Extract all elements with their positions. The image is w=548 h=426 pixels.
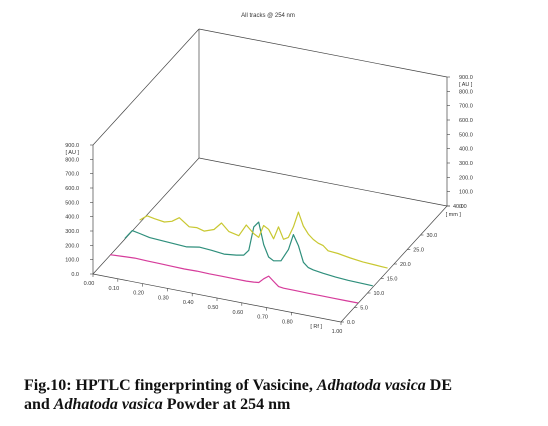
right-axis-tick-label: 900.0 bbox=[459, 75, 473, 81]
left-axis-tick-label: 500.0 bbox=[65, 200, 79, 206]
rf-axis-tick-label: 0.30 bbox=[158, 295, 169, 301]
track-line-1 bbox=[109, 254, 359, 304]
depth-axis-tick-label: 5.0 bbox=[360, 306, 368, 312]
track-line-2 bbox=[124, 221, 373, 287]
right-axis-tick-label: 0.0 bbox=[459, 204, 467, 210]
right-axis-tick-label: 200.0 bbox=[459, 175, 473, 181]
depth-axis-label: [ mm ] bbox=[446, 212, 462, 218]
right-axis-tick-label: 800.0 bbox=[459, 89, 473, 95]
left-axis-label: [ AU ] bbox=[66, 150, 80, 156]
left-axis-tick-label: 400.0 bbox=[65, 215, 79, 221]
depth-axis-tick-label: 40.0 bbox=[453, 204, 464, 210]
rf-axis-label: [ Rf ] bbox=[310, 324, 322, 330]
depth-axis-tick-label: 10.0 bbox=[374, 291, 385, 297]
left-y-axis: 0.0 100.0 200.0 300.0 400.0 500.0 600.0 700.0 80… bbox=[65, 143, 93, 278]
right-axis-tick-label: 400.0 bbox=[459, 147, 473, 153]
left-axis-tick-label: 900.0 bbox=[65, 143, 79, 149]
left-top-edge bbox=[92, 28, 200, 146]
track-line-3 bbox=[139, 211, 388, 269]
rf-axis-tick-label: 0.00 bbox=[84, 281, 95, 287]
chart-series bbox=[109, 211, 388, 304]
left-axis-tick-label: 600.0 bbox=[65, 186, 79, 192]
caption-line2-italic: Adhatoda vasica bbox=[53, 396, 163, 413]
depth-axis-tick-label: 20.0 bbox=[400, 262, 411, 268]
caption-line-2: and Adhatoda vasica Powder at 254 nm bbox=[24, 395, 540, 414]
chart-title: All tracks @ 254 nm bbox=[241, 13, 295, 19]
rf-axis-tick-label: 0.80 bbox=[282, 319, 293, 325]
rf-x-axis: 0.00 0.10 0.20 0.30 0.40 0.50 0.60 0.70 0.80 1.00… bbox=[84, 274, 343, 335]
chart-frame bbox=[92, 28, 448, 323]
rf-axis-tick-label: 1.00 bbox=[332, 329, 343, 335]
left-axis-tick-label: 300.0 bbox=[65, 229, 79, 235]
left-axis-tick-label: 800.0 bbox=[65, 157, 79, 163]
right-axis-tick-label: 100.0 bbox=[459, 190, 473, 196]
left-axis-tick-label: 0.0 bbox=[71, 272, 79, 278]
right-axis-tick-label: 300.0 bbox=[459, 161, 473, 167]
left-axis-tick-label: 100.0 bbox=[65, 258, 79, 264]
depth-axis-tick-label: 0.0 bbox=[347, 320, 355, 326]
back-top-edge bbox=[198, 28, 448, 78]
right-axis-label: [ AU ] bbox=[459, 82, 473, 88]
depth-axis-tick-label: 25.0 bbox=[413, 248, 424, 254]
caption-line2-prefix: and bbox=[24, 396, 54, 413]
depth-axis-tick-label: 30.0 bbox=[427, 233, 438, 239]
caption-line-1: Fig.10: HPTLC fingerprinting of Vasicine… bbox=[24, 376, 540, 395]
left-axis-tick-label: 700.0 bbox=[65, 172, 79, 178]
rf-axis-tick-label: 0.10 bbox=[108, 286, 119, 292]
right-y-axis: 0.0 100.0 200.0 300.0 400.0 500.0 600.0 700.0 80… bbox=[447, 75, 473, 210]
caption-line2-suffix: Powder at 254 nm bbox=[162, 396, 291, 413]
hptlc-3d-chart: All tracks @ 254 nm 0.0 100.0 200.0 300.0 40… bbox=[65, 13, 473, 335]
depth-axis: 0.0 5.0 10.0 15.0 20.0 25.0 30.0 40.0 [ mm ] bbox=[341, 204, 464, 326]
floor-back-edge bbox=[198, 157, 448, 207]
rf-axis-tick-label: 0.40 bbox=[183, 300, 194, 306]
right-axis-tick-label: 700.0 bbox=[459, 104, 473, 110]
rf-axis-tick-label: 0.70 bbox=[257, 315, 268, 321]
rf-axis-tick-label: 0.60 bbox=[232, 310, 243, 316]
caption-line1-italic: Adhatoda vasica bbox=[316, 377, 426, 394]
rf-axis-tick-label: 0.20 bbox=[133, 291, 144, 297]
right-axis-tick-label: 600.0 bbox=[459, 118, 473, 124]
rf-axis-tick-label: 0.50 bbox=[208, 305, 219, 311]
caption-line1-suffix: DE bbox=[425, 377, 453, 394]
caption-line1-prefix: Fig.10: HPTLC fingerprinting of Vasicine… bbox=[24, 377, 317, 394]
left-axis-tick-label: 200.0 bbox=[65, 243, 79, 249]
depth-axis-tick-label: 15.0 bbox=[387, 277, 398, 283]
right-axis-tick-label: 500.0 bbox=[459, 132, 473, 138]
figure-caption: Fig.10: HPTLC fingerprinting of Vasicine… bbox=[24, 376, 540, 414]
